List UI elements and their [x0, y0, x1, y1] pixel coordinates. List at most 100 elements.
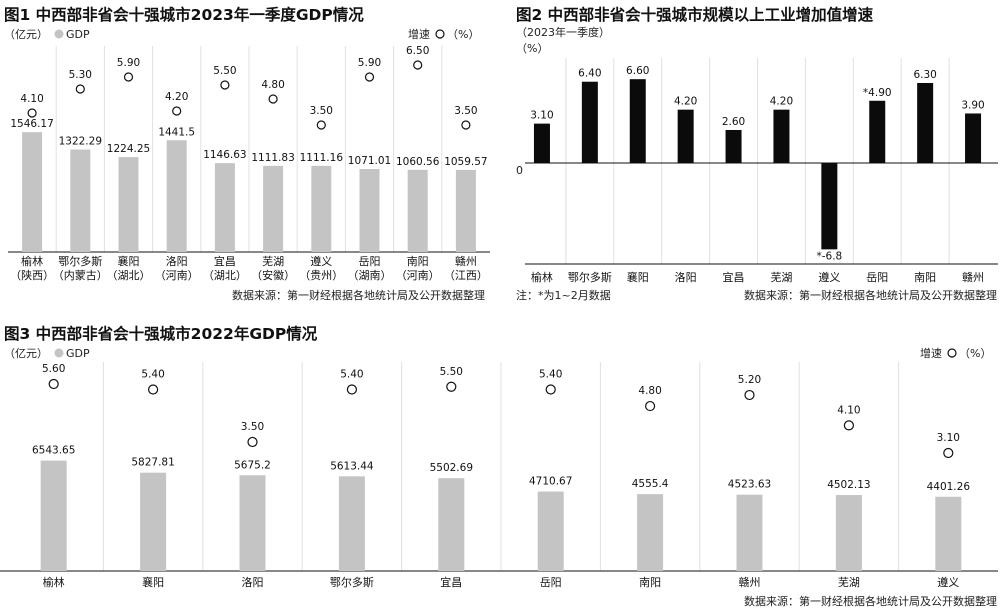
chart3-category-label: 赣州: [739, 575, 761, 589]
chart3-growth-label: 5.40: [141, 369, 164, 381]
chart3-title: 图3 中西部非省会十强城市2022年GDP情况: [4, 324, 318, 343]
chart1-gdp-label: 1546.17: [10, 118, 53, 130]
chart1-category-label: 榆林: [21, 254, 43, 268]
chart1-gdp-label: 1111.83: [251, 152, 294, 164]
chart3-category-label: 榆林: [43, 575, 65, 589]
chart1-category-label: 赣州: [455, 254, 477, 268]
chart1-gdp-label: 1060.56: [396, 156, 440, 168]
chart3-bar: [736, 494, 763, 571]
chart1-legend-gdp: GDP: [66, 28, 90, 41]
chart3-gdp-label: 4502.13: [827, 479, 870, 491]
chart1-province-label: （河南）: [396, 269, 440, 282]
chart3-legend-growth-marker: [947, 348, 957, 358]
chart2-unit-label: （%）: [516, 42, 548, 55]
chart1-category-label: 岳阳: [359, 255, 381, 268]
chart1-dividers: [55, 46, 443, 252]
chart3-gdp-label: 4555.4: [632, 478, 669, 490]
chart2-bar: [677, 109, 694, 163]
chart3-growth-label: 5.50: [440, 366, 463, 378]
chart3-growth-marker: [644, 400, 656, 412]
chart1-growth-marker: [220, 80, 230, 90]
chart2-value-label: 4.20: [770, 96, 793, 108]
chart2-category-label: 遵义: [818, 270, 840, 284]
chart2-source: 数据来源：第一财经根据各地统计局及公开数据整理: [744, 288, 997, 302]
chart3-bar: [438, 478, 465, 571]
chart1-legend-growth-suffix: （%）: [447, 28, 479, 41]
chart2-bar: [581, 81, 598, 163]
chart3-growth-label: 4.10: [837, 404, 860, 416]
chart3-gdp-label: 5827.81: [131, 457, 174, 469]
chart3-gdp-label: 6543.65: [32, 445, 75, 457]
chart2-value-label: 3.90: [961, 99, 984, 111]
chart3-category-label: 洛阳: [242, 575, 264, 589]
chart2-bar: [725, 129, 742, 163]
chart2-bar: [773, 109, 790, 163]
chart2-bar: [533, 123, 550, 163]
chart3-growth-label: 5.40: [539, 369, 562, 381]
chart3-bar: [637, 494, 664, 571]
chart1-growth-marker: [268, 94, 278, 104]
chart1-category-label: 宜昌: [214, 254, 236, 268]
chart3-gdp-label: 4710.67: [529, 476, 572, 488]
chart1-gdp-label: 1224.25: [107, 143, 150, 155]
chart1: 图1 中西部非省会十强城市2023年一季度GDP情况 （亿元） GDP 增速 （…: [4, 5, 490, 302]
chart1-province-label: （湖南）: [348, 269, 392, 282]
chart3-unit-label: （亿元）: [4, 347, 48, 360]
chart1-growth-label: 3.50: [454, 105, 477, 117]
chart3-legend-growth-suffix: （%）: [959, 347, 991, 360]
chart2: 图2 中西部非省会十强城市规模以上工业增加值增速 （2023年一季度） （%） …: [516, 5, 998, 302]
chart2-category-label: 岳阳: [866, 271, 888, 284]
chart2-value-label: 6.60: [626, 65, 649, 77]
chart1-growth-label: 6.50: [406, 45, 429, 57]
chart1-growth-label: 5.30: [69, 69, 92, 81]
chart1-bar: [407, 169, 428, 252]
chart2-value-label: 6.30: [913, 69, 936, 81]
chart2-bar: [629, 79, 646, 163]
chart1-category-label: 鄂尔多斯: [58, 254, 102, 268]
chart2-category-label: 襄阳: [627, 270, 649, 284]
chart2-category-label: 鄂尔多斯: [568, 270, 612, 284]
chart3-bar: [239, 475, 266, 571]
chart1-growth-marker: [172, 106, 182, 116]
chart1-growth-label: 5.50: [213, 65, 236, 77]
chart1-category-label: 芜湖: [262, 254, 284, 268]
chart2-dividers: [565, 58, 950, 264]
chart2-category-label: 赣州: [962, 270, 984, 284]
chart1-legend-growth-prefix: 增速: [408, 27, 430, 41]
chart1-category-label: 洛阳: [166, 254, 188, 268]
chart1-growth-marker: [316, 120, 326, 130]
chart1-bar: [455, 169, 476, 252]
chart3-category-label: 宜昌: [440, 575, 462, 589]
chart3-growth-marker: [545, 384, 556, 395]
chart3-bar: [835, 495, 862, 571]
chart2-title: 图2 中西部非省会十强城市规模以上工业增加值增速: [516, 5, 874, 24]
chart3-gdp-label: 5613.44: [330, 460, 374, 472]
chart3: 图3 中西部非省会十强城市2022年GDP情况 （亿元） GDP 增速 （%） …: [0, 324, 998, 608]
chart1-bar: [214, 163, 235, 252]
chart3-growth-label: 3.10: [937, 432, 960, 444]
chart1-province-label: （陕西）: [10, 268, 54, 282]
chart3-growth-label: 4.80: [638, 385, 661, 397]
chart1-growth-marker: [27, 108, 37, 118]
chart1-unit-label: （亿元）: [4, 28, 48, 41]
chart1-growth-marker: [364, 72, 375, 82]
chart3-category-label: 遵义: [937, 575, 959, 589]
chart3-growth-marker: [48, 378, 59, 390]
chart2-category-label: 芜湖: [770, 270, 792, 284]
chart3-category-label: 芜湖: [838, 575, 860, 589]
chart1-growth-label: 5.90: [117, 57, 140, 69]
chart3-growth-marker: [744, 389, 755, 401]
chart1-category-label: 南阳: [407, 255, 429, 268]
chart3-category-label: 南阳: [639, 576, 661, 589]
chart3-gdp-label: 4523.63: [728, 479, 771, 491]
chart1-source: 数据来源：第一财经根据各地统计局及公开数据整理: [232, 288, 485, 302]
chart2-category-label: 宜昌: [723, 270, 745, 284]
chart1-province-label: （安徽）: [251, 268, 295, 282]
chart1-category-label: 遵义: [310, 254, 332, 268]
chart3-legend-gdp-swatch: [54, 348, 64, 358]
chart3-growth-label: 5.40: [340, 369, 363, 381]
chart2-value-label: 4.20: [674, 96, 697, 108]
chart1-bar: [359, 168, 380, 252]
chart1-growth-marker: [413, 60, 423, 70]
